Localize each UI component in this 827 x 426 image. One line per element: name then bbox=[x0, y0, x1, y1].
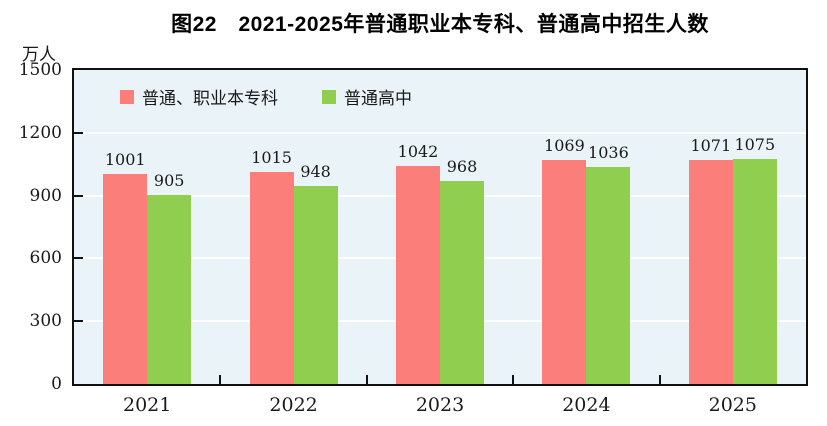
x-tick-2 bbox=[365, 375, 368, 384]
x-tick-4 bbox=[658, 375, 661, 384]
gridline-1200 bbox=[74, 131, 806, 134]
x-axis-label-2022: 2022 bbox=[269, 394, 318, 416]
bar-vocational-2024 bbox=[542, 160, 587, 384]
value-label-highschool-2022: 948 bbox=[300, 161, 331, 181]
legend-label-vocational: 普通、职业本专科 bbox=[142, 89, 278, 109]
value-label-vocational-2025: 1071 bbox=[690, 135, 732, 155]
y-axis-label-1200: 1200 bbox=[18, 122, 62, 143]
y-axis-label-1500: 1500 bbox=[18, 60, 62, 80]
x-axis-label-2021: 2021 bbox=[123, 394, 172, 416]
y-tick-300 bbox=[74, 320, 83, 323]
x-axis-label-2024: 2024 bbox=[562, 394, 611, 416]
x-axis-label-2025: 2025 bbox=[708, 394, 757, 416]
y-axis-label-600: 600 bbox=[29, 248, 62, 269]
value-label-highschool-2024: 1036 bbox=[588, 143, 629, 163]
y-axis-label-300: 300 bbox=[29, 311, 62, 332]
legend-swatch-green bbox=[322, 89, 336, 104]
value-label-highschool-2021: 905 bbox=[153, 170, 185, 190]
plot-area: 普通、职业本专科 普通高中 1001 905 1015 948 1042 968 1069 1… bbox=[72, 68, 808, 386]
y-axis-unit-label: 万人 bbox=[22, 45, 56, 65]
y-tick-900 bbox=[74, 194, 83, 197]
x-tick-3 bbox=[512, 375, 515, 384]
bar-vocational-2023 bbox=[396, 165, 440, 384]
y-axis-label-0: 0 bbox=[51, 374, 62, 394]
x-tick-1 bbox=[219, 375, 222, 384]
bar-vocational-2021 bbox=[103, 174, 148, 384]
bar-highschool-2025 bbox=[732, 158, 777, 384]
bar-highschool-2023 bbox=[440, 181, 484, 384]
bar-vocational-2025 bbox=[688, 159, 733, 384]
legend-swatch-pink bbox=[120, 89, 134, 104]
chart-title: 图22 2021-2025年普通职业本专科、普通高中招生人数 bbox=[171, 13, 709, 36]
y-tick-1200 bbox=[74, 131, 83, 134]
value-label-highschool-2025: 1075 bbox=[734, 134, 776, 154]
legend: 普通、职业本专科 普通高中 bbox=[120, 84, 412, 109]
legend-item-vocational: 普通、职业本专科 bbox=[120, 84, 278, 109]
bar-highschool-2024 bbox=[586, 167, 631, 384]
bar-highschool-2021 bbox=[147, 194, 192, 384]
bar-highschool-2022 bbox=[293, 185, 338, 384]
value-label-vocational-2021: 1001 bbox=[104, 150, 146, 170]
legend-label-highschool: 普通高中 bbox=[344, 89, 412, 109]
y-tick-600 bbox=[74, 257, 83, 260]
value-label-highschool-2023: 968 bbox=[446, 157, 478, 177]
value-label-vocational-2024: 1069 bbox=[544, 136, 585, 156]
value-label-vocational-2023: 1042 bbox=[397, 141, 439, 161]
legend-item-highschool: 普通高中 bbox=[322, 84, 412, 109]
x-axis-label-2023: 2023 bbox=[415, 394, 465, 416]
bar-vocational-2022 bbox=[249, 171, 294, 384]
value-label-vocational-2022: 1015 bbox=[251, 147, 292, 167]
y-axis-label-900: 900 bbox=[29, 185, 62, 206]
